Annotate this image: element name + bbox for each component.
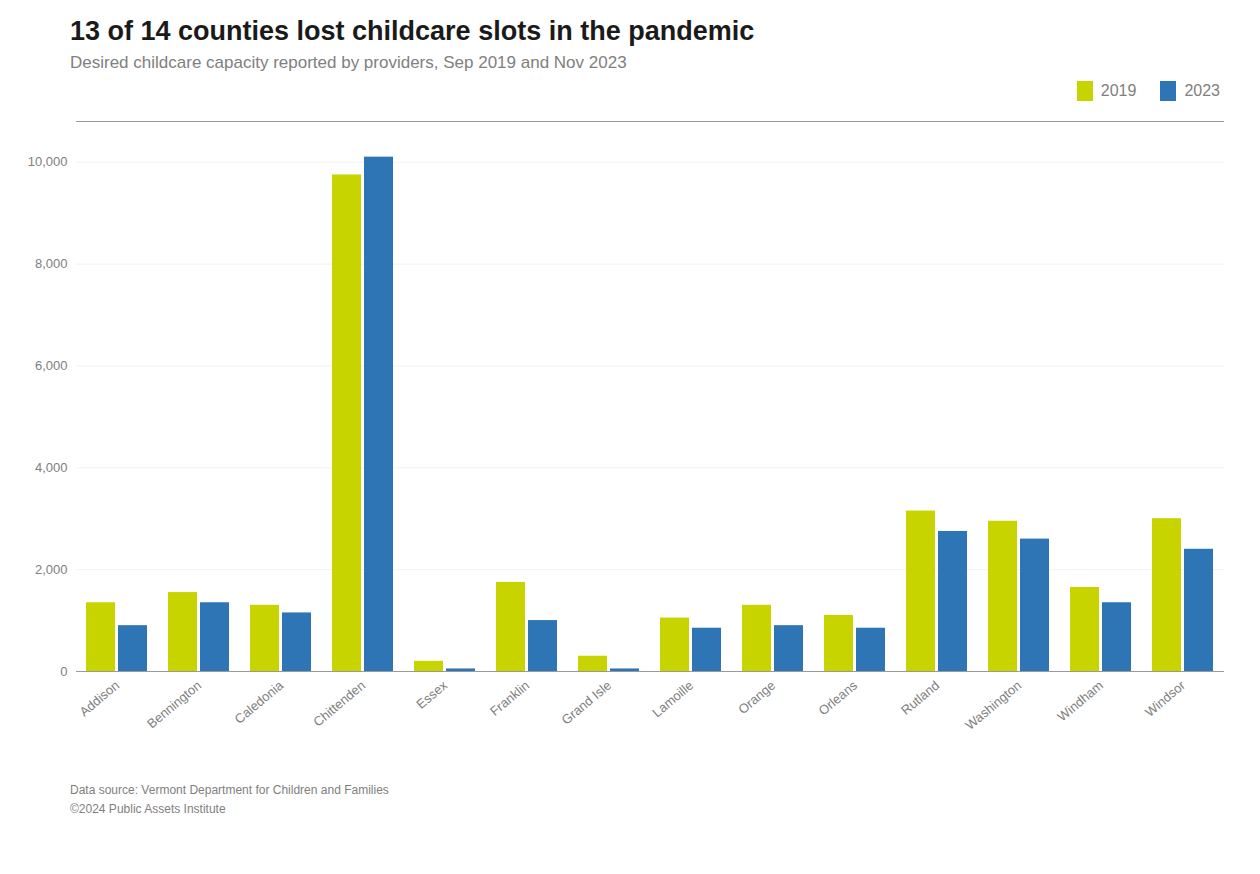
svg-text:6,000: 6,000 [35, 358, 68, 373]
svg-text:Chittenden: Chittenden [310, 678, 368, 730]
html-text:Data source: Vermont Departmen: Data source: Vermont Department for Chil… [70, 783, 389, 797]
svg-text:Bennington: Bennington [144, 678, 204, 732]
svg-text:Grand Isle: Grand Isle [559, 678, 615, 728]
svg-text:Orleans: Orleans [816, 677, 861, 718]
svg-text:8,000: 8,000 [35, 256, 68, 271]
svg-text:Essex: Essex [413, 677, 450, 712]
svg-text:Windham: Windham [1054, 678, 1106, 725]
svg-text:Addison: Addison [76, 678, 122, 720]
svg-text:Rutland: Rutland [898, 678, 942, 718]
svg-text:10,000: 10,000 [28, 154, 68, 169]
svg-text:Franklin: Franklin [487, 678, 532, 719]
svg-text:Caledonia: Caledonia [232, 677, 287, 727]
html-text:Desired childcare capacity rep: Desired childcare capacity reported by p… [70, 53, 627, 72]
html-text:2023: 2023 [1184, 82, 1220, 99]
svg-text:Orange: Orange [735, 678, 778, 717]
svg-text:Windsor: Windsor [1142, 677, 1189, 720]
svg-text:0: 0 [60, 664, 67, 679]
svg-text:4,000: 4,000 [35, 460, 68, 475]
svg-text:Washington: Washington [962, 678, 1024, 733]
svg-text:Lamoille: Lamoille [649, 678, 696, 721]
html-text:13 of 14 counties lost childca: 13 of 14 counties lost childcare slots i… [70, 16, 755, 46]
svg-text:2,000: 2,000 [35, 562, 68, 577]
html-text:©2024 Public Assets Institute: ©2024 Public Assets Institute [70, 802, 226, 817]
html-text:2019: 2019 [1100, 82, 1137, 99]
